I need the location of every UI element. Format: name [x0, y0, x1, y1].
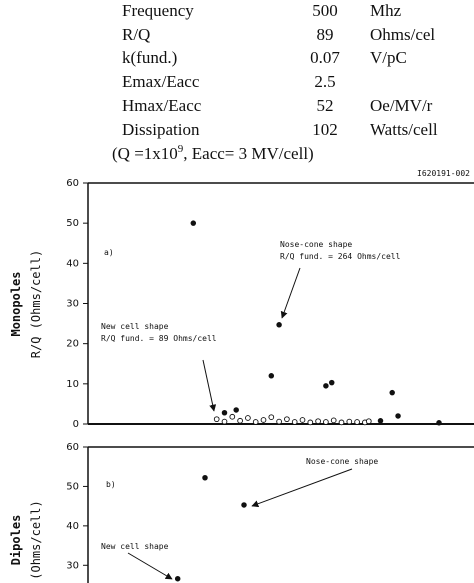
data-point: [354, 419, 360, 425]
note-part: , Eacc= 3 MV/cell): [183, 144, 313, 163]
y-tick-label: 40: [66, 521, 79, 532]
annotation: New cell shape: [101, 322, 169, 331]
annotation: R/Q fund. = 89 Ohms/cell: [101, 334, 217, 343]
data-point: [346, 418, 353, 425]
table-cell: Frequency: [122, 1, 194, 20]
y-tick-label: 0: [73, 419, 79, 430]
table-cell: Hmax/Eacc: [122, 96, 202, 115]
table-cell: 0.07: [310, 48, 340, 67]
table-cell: 52: [317, 96, 334, 115]
note-part: 9: [178, 143, 184, 155]
data-point: [252, 419, 259, 425]
y-label: Dipoles: [9, 515, 23, 566]
y-tick-label: 50: [66, 481, 79, 492]
note-part: (Q =1x10: [112, 144, 178, 163]
note: (Q =1x109, Eacc= 3 MV/cell): [112, 143, 314, 163]
table-cell: 89: [317, 25, 334, 44]
data-point: [323, 419, 329, 425]
figure-id: I620191-002: [417, 169, 470, 178]
data-point: [284, 416, 290, 423]
arrow: [202, 359, 217, 412]
table-cell: k(fund.): [122, 48, 177, 67]
data-point: [307, 419, 314, 426]
y-tick-label: 10: [66, 379, 79, 390]
data-point: [268, 414, 275, 421]
annotation: New cell shape: [101, 542, 169, 551]
arrow: [127, 552, 173, 580]
table-cell: Ohms/cel: [370, 25, 435, 44]
y-label: R/Q (Ohms/cell): [29, 250, 43, 358]
data-point: [276, 418, 282, 425]
data-point: [329, 379, 335, 386]
data-point: [365, 418, 372, 425]
y-label: (Ohms/cell): [29, 500, 43, 579]
table-cell: Oe/MV/r: [370, 96, 433, 115]
table-cell: Emax/Eacc: [122, 72, 200, 91]
data-point: [229, 413, 236, 420]
table-cell: Watts/cell: [370, 120, 438, 139]
table-cell: 102: [312, 120, 338, 139]
annotation: Nose-cone shape: [306, 457, 378, 466]
data-point: [221, 410, 228, 416]
y-tick-label: 20: [66, 339, 79, 350]
y-tick-label: 40: [66, 258, 79, 269]
data-point: [377, 418, 384, 424]
data-point: [237, 417, 243, 424]
y-tick-label: 60: [66, 178, 79, 189]
arrow: [251, 468, 353, 508]
data-point: [395, 413, 401, 419]
table-cell: V/pC: [370, 48, 407, 67]
table-cell: 500: [312, 1, 338, 20]
data-point: [315, 418, 321, 425]
data-point: [436, 420, 442, 426]
annotation: R/Q fund. = 264 Ohms/cell: [280, 252, 401, 261]
data-point: [245, 415, 251, 421]
data-point: [213, 416, 220, 423]
data-point: [202, 475, 208, 481]
annotation: Nose-cone shape: [280, 240, 352, 249]
data-point: [330, 417, 337, 424]
panel-label: b): [106, 480, 116, 489]
table-cell: Dissipation: [122, 120, 200, 139]
data-point: [260, 417, 267, 423]
data-point: [241, 502, 247, 508]
data-point: [291, 419, 298, 425]
data-point: [299, 417, 306, 423]
y-label: Monopoles: [9, 271, 23, 336]
data-point: [233, 407, 239, 413]
table-cell: R/Q: [122, 25, 150, 44]
y-tick-label: 60: [66, 442, 79, 453]
panel-label: a): [104, 248, 114, 257]
y-tick-label: 30: [66, 560, 79, 571]
arrow: [280, 267, 301, 319]
data-point: [338, 419, 345, 426]
data-point: [323, 383, 329, 389]
table-cell: 2.5: [314, 72, 335, 91]
y-tick-label: 50: [66, 218, 79, 229]
data-point: [221, 418, 228, 425]
data-point: [174, 575, 181, 582]
data-point: [268, 373, 275, 379]
y-tick-label: 30: [66, 299, 79, 310]
table-cell: Mhz: [370, 1, 402, 20]
data-point: [190, 220, 197, 226]
data-point: [389, 389, 395, 396]
data-point: [276, 322, 282, 328]
